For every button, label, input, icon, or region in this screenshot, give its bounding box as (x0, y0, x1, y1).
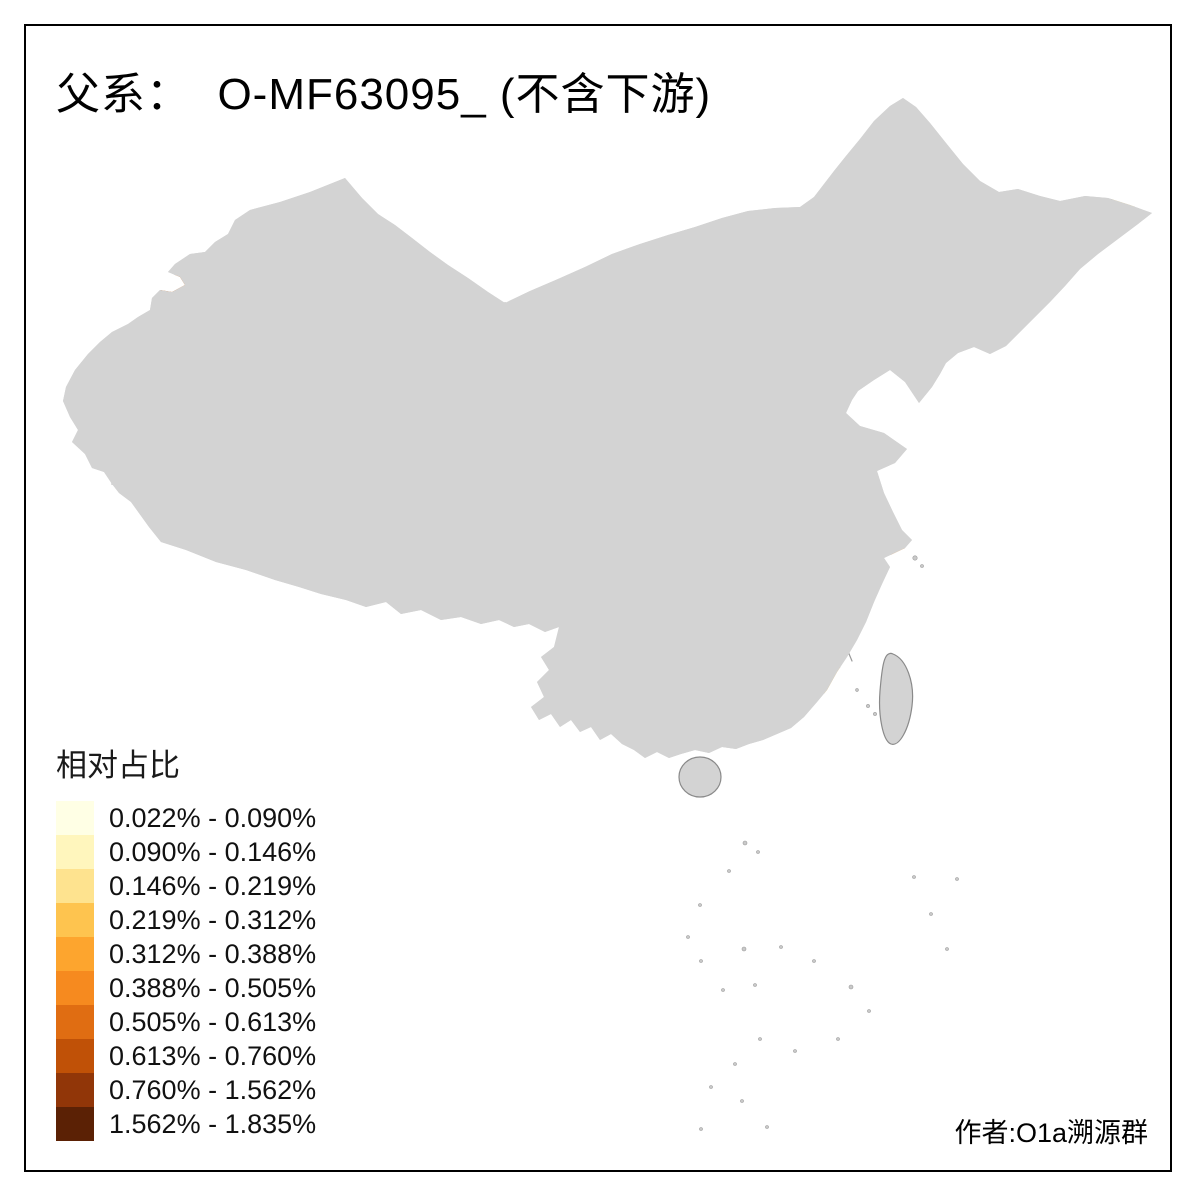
islet (699, 959, 703, 963)
legend-range-label: 0.613% - 0.760% (109, 1040, 317, 1071)
legend-row: 0.312% - 0.388% (56, 937, 316, 971)
legend-row: 0.505% - 0.613% (56, 1005, 316, 1039)
islet (727, 869, 731, 873)
legend-row: 1.562% - 1.835% (56, 1107, 316, 1141)
taiwan-island (878, 652, 914, 745)
legend-row: 0.022% - 0.090% (56, 801, 316, 835)
islet (912, 875, 916, 879)
islet (912, 555, 918, 561)
legend-swatch (56, 1039, 94, 1073)
islet (836, 1037, 840, 1041)
legend-rows: 0.022% - 0.090% 0.090% - 0.146% 0.146% - 0… (56, 801, 316, 1141)
legend-row: 0.388% - 0.505% (56, 971, 316, 1005)
islet (867, 1009, 871, 1013)
islet (945, 947, 949, 951)
islet (698, 903, 702, 907)
legend-range-label: 0.760% - 1.562% (109, 1074, 317, 1105)
legend-row: 0.613% - 0.760% (56, 1039, 316, 1073)
legend-title: 相对占比 (56, 748, 180, 783)
legend-swatch (56, 835, 94, 869)
legend: 相对占比 0.022% - 0.090% 0.090% - 0.146% 0.146… (56, 740, 316, 1141)
islet (721, 988, 725, 992)
legend-range-label: 1.562% - 1.835% (109, 1108, 317, 1139)
legend-swatch (56, 1107, 94, 1141)
islet (765, 1125, 769, 1129)
islet (866, 704, 870, 708)
islet (920, 564, 924, 568)
islet (686, 935, 690, 939)
islet (848, 984, 854, 990)
islet (740, 1099, 744, 1103)
islet (929, 912, 933, 916)
attribution: 作者:O1a溯源群 (954, 1118, 1148, 1148)
legend-range-label: 0.505% - 0.613% (109, 1006, 317, 1037)
legend-range-label: 0.090% - 0.146% (109, 836, 317, 867)
islet (742, 840, 748, 846)
islet (733, 1062, 737, 1066)
legend-row: 0.146% - 0.219% (56, 869, 316, 903)
legend-row: 0.090% - 0.146% (56, 835, 316, 869)
south-china-sea-islets (686, 555, 959, 1131)
country-outline (62, 97, 1153, 759)
legend-swatch (56, 903, 94, 937)
islet (855, 688, 859, 692)
legend-swatch (56, 971, 94, 1005)
legend-row: 0.219% - 0.312% (56, 903, 316, 937)
legend-swatch (56, 1005, 94, 1039)
islet (955, 877, 959, 881)
legend-row: 0.760% - 1.562% (56, 1073, 316, 1107)
islet (812, 959, 816, 963)
hainan-island (678, 756, 722, 798)
legend-swatch (56, 937, 94, 971)
map-title: 父系： O-MF63095_ (不含下游) (56, 70, 712, 119)
islands (678, 555, 959, 1131)
islet (758, 1037, 762, 1041)
islet (753, 983, 757, 987)
legend-range-label: 0.312% - 0.388% (109, 938, 317, 969)
legend-range-label: 0.219% - 0.312% (109, 904, 317, 935)
islet (873, 712, 877, 716)
legend-swatch (56, 1073, 94, 1107)
legend-range-label: 0.022% - 0.090% (109, 802, 317, 833)
islet (756, 850, 760, 854)
islet (741, 946, 747, 952)
islet (793, 1049, 797, 1053)
islet (779, 945, 783, 949)
islet (709, 1085, 713, 1089)
islet (699, 1127, 703, 1131)
legend-swatch (56, 801, 94, 835)
legend-swatch (56, 869, 94, 903)
legend-range-label: 0.388% - 0.505% (109, 972, 317, 1003)
legend-range-label: 0.146% - 0.219% (109, 870, 317, 901)
